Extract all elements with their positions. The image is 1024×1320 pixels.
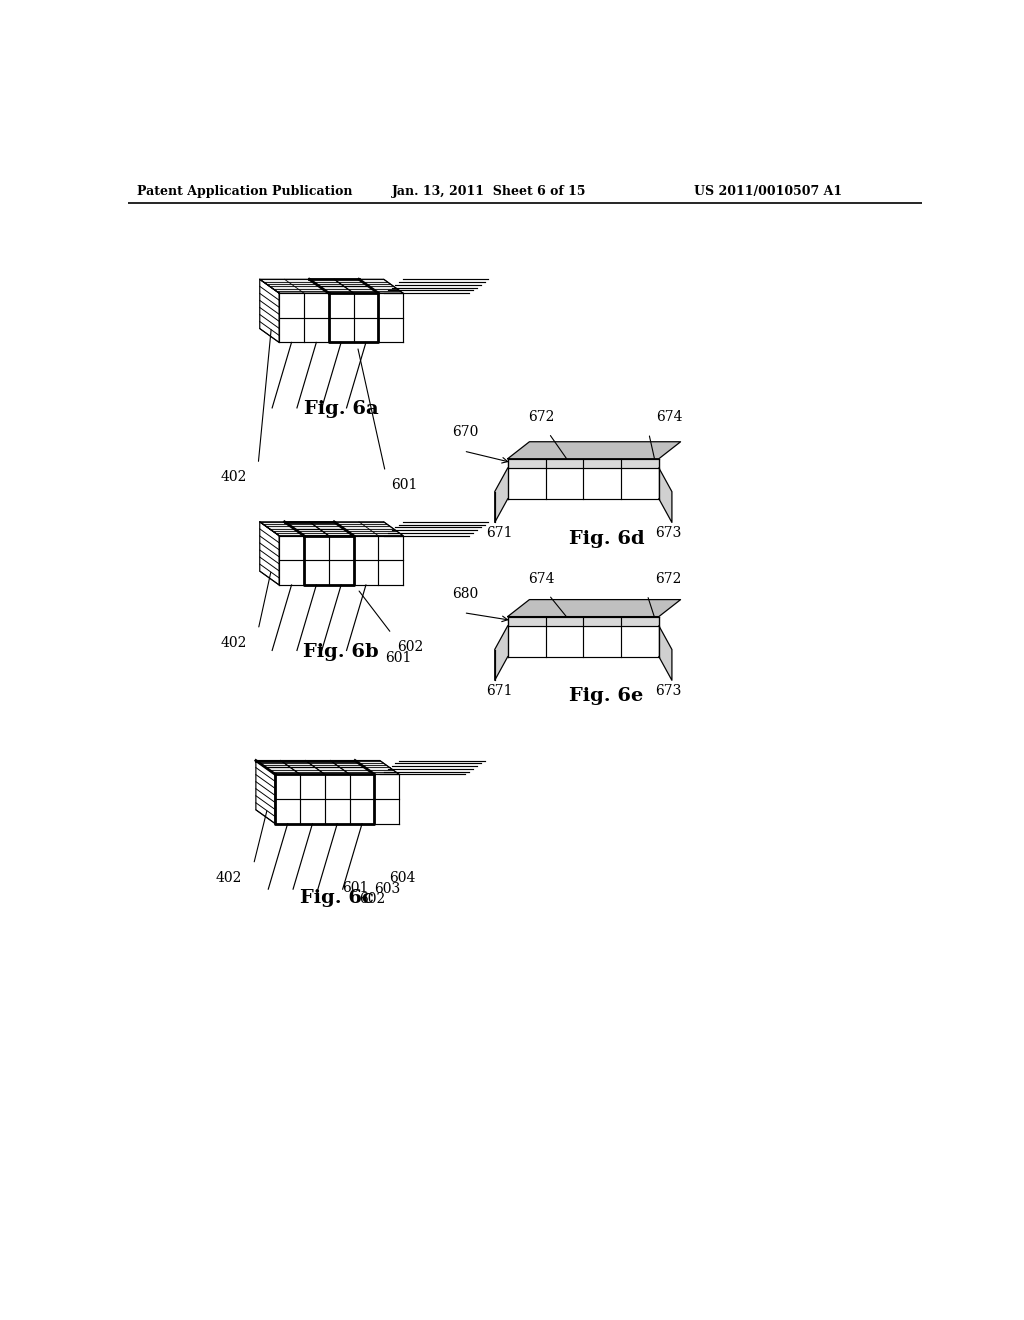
Text: 601: 601 <box>391 478 417 492</box>
Text: 402: 402 <box>220 636 247 649</box>
Polygon shape <box>260 280 280 342</box>
Text: Fig. 6b: Fig. 6b <box>303 643 379 661</box>
Text: 673: 673 <box>655 527 681 540</box>
Text: 402: 402 <box>220 470 247 484</box>
Text: 674: 674 <box>656 411 683 424</box>
Text: 602: 602 <box>359 892 385 907</box>
Text: Patent Application Publication: Patent Application Publication <box>137 185 353 198</box>
Text: 601: 601 <box>342 880 369 895</box>
Polygon shape <box>658 469 672 523</box>
Text: Fig. 6a: Fig. 6a <box>304 400 379 418</box>
Text: 670: 670 <box>452 425 478 440</box>
Polygon shape <box>658 626 672 680</box>
Polygon shape <box>256 760 275 824</box>
Text: Fig. 6e: Fig. 6e <box>569 688 644 705</box>
Text: 604: 604 <box>389 871 416 886</box>
Polygon shape <box>256 760 399 775</box>
Text: Fig. 6d: Fig. 6d <box>568 529 644 548</box>
Polygon shape <box>260 280 403 293</box>
Polygon shape <box>260 521 403 536</box>
Text: 672: 672 <box>528 411 554 424</box>
Text: 671: 671 <box>486 527 513 540</box>
Polygon shape <box>275 775 399 824</box>
Text: 674: 674 <box>527 572 554 586</box>
Text: 672: 672 <box>655 572 681 586</box>
Text: 671: 671 <box>486 684 513 698</box>
Polygon shape <box>495 469 508 523</box>
Text: 601: 601 <box>385 651 412 665</box>
Polygon shape <box>508 599 681 616</box>
Text: 673: 673 <box>655 684 681 698</box>
Text: Fig. 6c: Fig. 6c <box>300 890 374 907</box>
Polygon shape <box>508 616 658 626</box>
Polygon shape <box>280 293 403 342</box>
Text: Jan. 13, 2011  Sheet 6 of 15: Jan. 13, 2011 Sheet 6 of 15 <box>391 185 586 198</box>
Polygon shape <box>280 536 403 585</box>
Text: US 2011/0010507 A1: US 2011/0010507 A1 <box>693 185 842 198</box>
Text: 603: 603 <box>375 882 400 896</box>
Text: 402: 402 <box>215 871 242 884</box>
Polygon shape <box>495 626 508 680</box>
Text: 680: 680 <box>452 587 478 601</box>
Polygon shape <box>508 459 658 469</box>
Polygon shape <box>508 459 658 499</box>
Text: 602: 602 <box>397 640 423 653</box>
Polygon shape <box>260 521 280 585</box>
Polygon shape <box>508 616 658 656</box>
Polygon shape <box>508 442 681 459</box>
